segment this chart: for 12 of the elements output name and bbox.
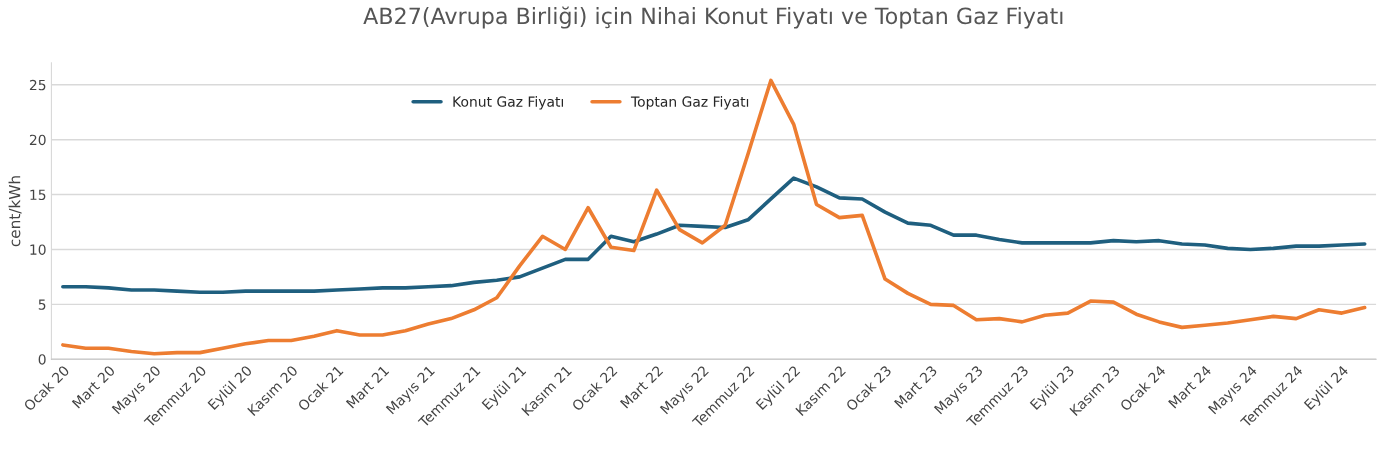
y-tick-label: 20 <box>29 134 46 146</box>
y-tick-label: 5 <box>38 299 46 310</box>
line-series <box>61 78 1367 356</box>
y-tick-label: 10 <box>30 244 46 255</box>
y-axis-title: cent/kWh <box>8 176 22 247</box>
chart-title: AB27(Avrupa Birliği) için Nihai Konut Fiyatı ve Toptan Gaz Fiyatı <box>363 6 1063 29</box>
y-tick-label: 15 <box>30 189 46 201</box>
y-tick-label: 25 <box>29 79 46 91</box>
legend-label: Konut Gaz Fiyatı <box>453 96 563 110</box>
legend-label: Toptan Gaz Fiyatı <box>630 96 749 110</box>
y-tick-label: 0 <box>38 354 46 365</box>
line-series <box>61 176 1367 295</box>
